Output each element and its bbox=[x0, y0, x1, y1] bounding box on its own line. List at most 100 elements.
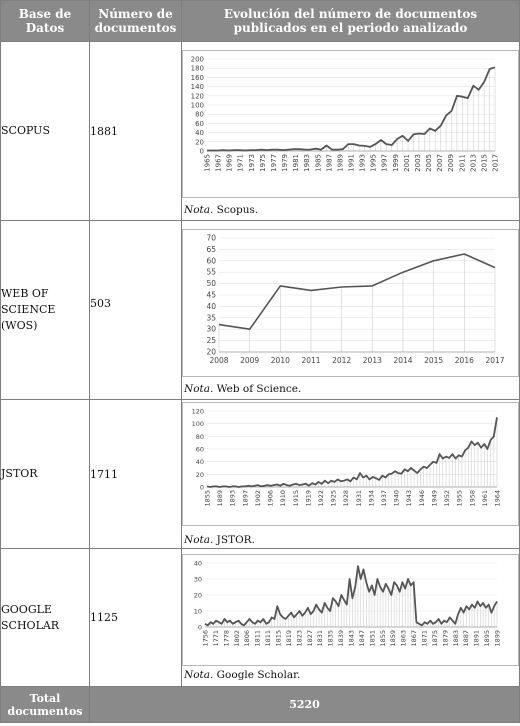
x-tick-label: 1906 bbox=[267, 490, 275, 507]
y-tick-label: 65 bbox=[206, 244, 216, 253]
y-tick-label: 180 bbox=[191, 64, 204, 72]
y-tick-label: 200 bbox=[191, 55, 204, 63]
note-prefix: Nota. bbox=[184, 669, 214, 681]
x-tick-label: 1855 bbox=[379, 630, 387, 647]
x-tick-label: 2013 bbox=[469, 154, 477, 172]
x-tick-label: 1928 bbox=[342, 490, 350, 507]
y-tick-label: 60 bbox=[195, 119, 204, 127]
y-tick-label: 20 bbox=[195, 138, 204, 146]
row-wos: WEB OF SCIENCE (WOS) 503 20 25 30 35 40 45 50 5… bbox=[0, 220, 520, 400]
series-line bbox=[206, 417, 498, 488]
y-tick-label: 20 bbox=[196, 471, 204, 479]
note-text: JSTOR. bbox=[213, 534, 255, 546]
total-row: Total documentos 5220 bbox=[0, 686, 520, 723]
row-scopus: SCOPUS 1881 0 20 40 60 80 100 120 140 160 180 200 1… bbox=[0, 41, 520, 221]
x-tick-label: 1897 bbox=[241, 490, 249, 507]
x-tick-label: 1831 bbox=[316, 630, 324, 647]
x-tick-label: 1987 bbox=[325, 154, 333, 172]
x-tick-label: 1967 bbox=[215, 154, 223, 172]
y-tick-label: 50 bbox=[206, 279, 216, 288]
x-tick-label: 1851 bbox=[368, 630, 376, 647]
y-tick-label: 40 bbox=[206, 301, 216, 310]
database-name-line: WEB OF bbox=[1, 287, 49, 300]
note-prefix: Nota. bbox=[184, 534, 214, 546]
x-tick-label: 1971 bbox=[237, 154, 245, 172]
x-tick-label: 1827 bbox=[306, 630, 314, 647]
database-name-line: SCHOLAR bbox=[1, 618, 60, 632]
x-tick-label: 1863 bbox=[400, 630, 408, 647]
x-tick-label: 1919 bbox=[304, 490, 312, 507]
y-tick-label: 40 bbox=[194, 560, 202, 568]
x-tick-label: 1961 bbox=[481, 490, 489, 507]
database-name-line: GOOGLE bbox=[1, 602, 52, 616]
database-name-line: (WOS) bbox=[1, 319, 38, 332]
y-tick-label: 30 bbox=[206, 324, 216, 333]
x-tick-label: 1811 bbox=[254, 630, 262, 647]
y-tick-label: 55 bbox=[206, 267, 216, 276]
x-tick-label: 1979 bbox=[281, 154, 289, 172]
x-tick-label: 1889 bbox=[216, 490, 224, 507]
y-tick-label: 35 bbox=[206, 313, 216, 322]
x-tick-label: 1997 bbox=[381, 154, 389, 172]
database-name: JSTOR bbox=[0, 399, 90, 549]
y-tick-label: 100 bbox=[192, 420, 204, 428]
x-tick-label: 2015 bbox=[424, 356, 443, 365]
y-tick-label: 70 bbox=[206, 233, 216, 242]
x-tick-label: 1955 bbox=[456, 490, 464, 507]
header-count: Número de documentos bbox=[89, 0, 182, 42]
x-tick-label: 1843 bbox=[348, 630, 356, 647]
document-count: 1881 bbox=[89, 41, 182, 221]
x-tick-label: 1871 bbox=[421, 630, 429, 647]
x-tick-label: 1952 bbox=[443, 490, 451, 507]
x-tick-label: 2007 bbox=[436, 154, 444, 172]
x-tick-label: 2005 bbox=[425, 153, 433, 171]
x-tick-label: 1991 bbox=[348, 154, 356, 172]
x-tick-label: 1756 bbox=[202, 630, 210, 647]
chart-frame: 0 20 40 60 80 100 120 140 160 180 200 1965 1967 1969 1… bbox=[182, 49, 519, 198]
x-tick-label: 1915 bbox=[292, 490, 300, 507]
document-count: 1711 bbox=[89, 399, 182, 549]
y-tick-label: 20 bbox=[206, 347, 216, 356]
note-text: Scopus. bbox=[213, 203, 259, 216]
database-name-line: SCOPUS bbox=[1, 124, 50, 137]
x-tick-label: 2010 bbox=[271, 356, 290, 365]
x-tick-label: 1925 bbox=[330, 490, 338, 507]
x-tick-label: 1958 bbox=[468, 490, 476, 507]
x-tick-label: 1983 bbox=[303, 154, 311, 172]
x-tick-label: 1811 bbox=[264, 630, 272, 647]
x-tick-label: 1895 bbox=[483, 630, 491, 647]
note-text: Web of Science. bbox=[213, 382, 302, 395]
y-tick-label: 60 bbox=[206, 256, 216, 265]
x-tick-label: 1899 bbox=[494, 630, 502, 647]
y-tick-label: 80 bbox=[195, 110, 204, 118]
y-tick-label: 30 bbox=[194, 576, 202, 584]
x-tick-label: 1999 bbox=[392, 154, 400, 172]
x-tick-label: 1887 bbox=[462, 630, 470, 647]
jstor-chart: 0 20 40 60 80 100 120 1855 1889 1893 1897 1902 1906 1… bbox=[192, 408, 502, 507]
x-tick-label: 1823 bbox=[295, 630, 303, 647]
chart-frame: 0 20 40 60 80 100 120 1855 1889 1893 1897 1902 1906 1… bbox=[182, 402, 519, 526]
x-tick-label: 1943 bbox=[405, 490, 413, 507]
x-tick-label: 1778 bbox=[222, 630, 230, 647]
total-label: Total documentos bbox=[0, 686, 90, 723]
x-tick-label: 1883 bbox=[452, 630, 460, 647]
x-tick-label: 1993 bbox=[359, 154, 367, 172]
y-tick-label: 100 bbox=[191, 101, 204, 109]
x-tick-label: 1931 bbox=[355, 490, 363, 507]
database-name-line: JSTOR bbox=[1, 467, 38, 480]
x-tick-label: 1859 bbox=[389, 630, 397, 647]
y-tick-label: 20 bbox=[194, 592, 202, 600]
y-tick-label: 25 bbox=[206, 336, 216, 345]
x-tick-label: 1940 bbox=[393, 490, 401, 507]
note-prefix: Nota. bbox=[184, 203, 214, 216]
x-tick-label: 1946 bbox=[418, 490, 426, 507]
x-tick-label: 1981 bbox=[292, 154, 300, 172]
chart-note: Nota. Scopus. bbox=[184, 204, 519, 216]
x-tick-label: 1937 bbox=[380, 490, 388, 507]
x-tick-label: 1771 bbox=[212, 630, 220, 647]
chart-cell: 0 10 20 30 40 1756 1771 1778 1802 1806 1811 1811 181… bbox=[181, 548, 520, 687]
chart-cell: 0 20 40 60 80 100 120 1855 1889 1893 1897 1902 1906 1… bbox=[181, 399, 520, 549]
x-tick-label: 1867 bbox=[410, 630, 418, 647]
series-line bbox=[207, 65, 496, 151]
